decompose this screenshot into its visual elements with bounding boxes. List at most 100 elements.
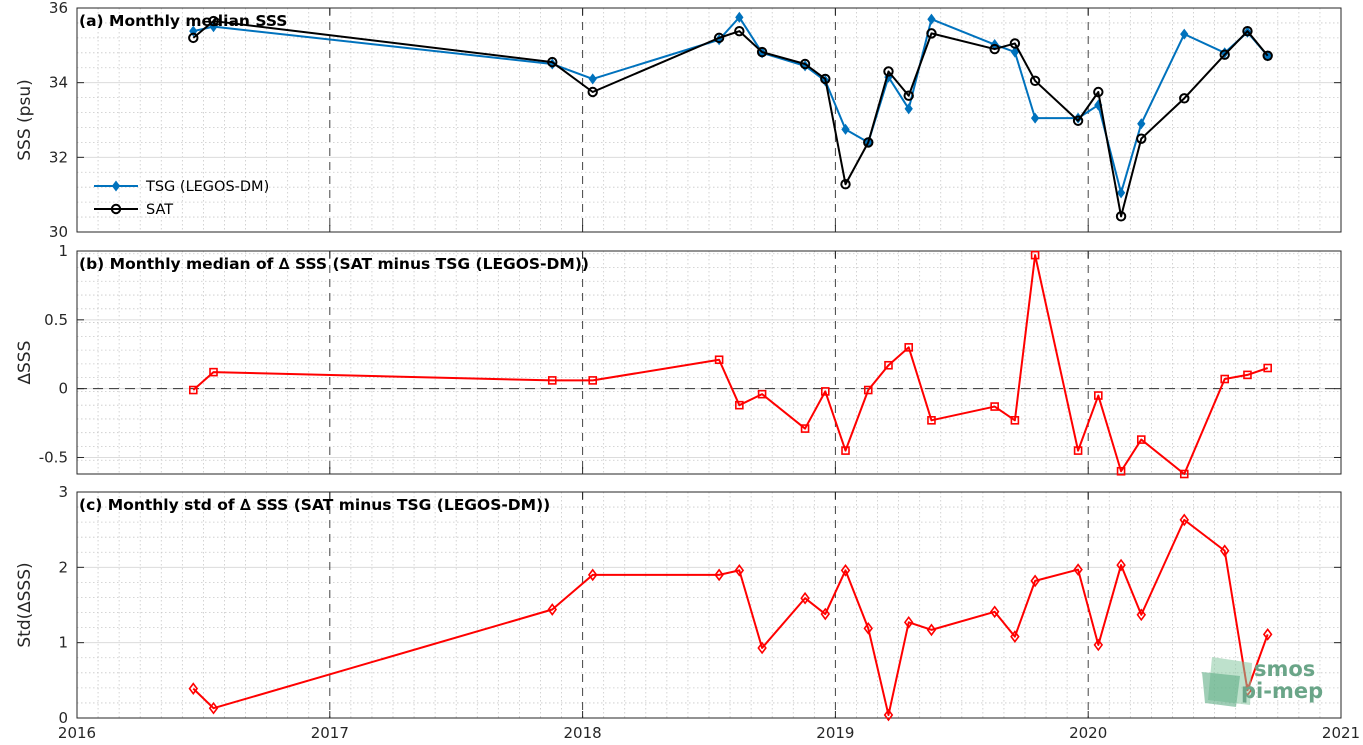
data-point	[926, 28, 937, 39]
x-tick-marks	[76, 251, 1342, 474]
data-point	[1242, 25, 1253, 37]
series-line	[192, 20, 1269, 218]
series-sat	[188, 15, 1273, 222]
legend-label: TSG (LEGOS-DM)	[145, 179, 269, 195]
data-point	[1180, 28, 1189, 40]
data-point	[1073, 563, 1083, 576]
data-point	[1179, 469, 1189, 479]
data-point	[1094, 391, 1103, 400]
y-tick-label: 2	[58, 558, 68, 576]
data-point	[1115, 211, 1127, 222]
data-point	[209, 367, 218, 377]
y-axis-label: ∆SSS	[15, 341, 35, 386]
x-tick-label: 2021	[1322, 724, 1360, 742]
data-point	[883, 66, 894, 77]
data-point	[1010, 630, 1020, 643]
data-point	[800, 424, 810, 433]
data-point	[927, 13, 936, 25]
data-point	[588, 376, 598, 385]
x-tick-label: 2017	[311, 724, 349, 742]
data-point	[863, 622, 874, 635]
series-line	[192, 254, 1269, 475]
data-point	[714, 355, 724, 365]
data-point	[1116, 466, 1126, 476]
y-tick-label: 1	[58, 242, 68, 260]
data-point	[1073, 446, 1083, 455]
data-point	[863, 137, 874, 148]
y-tick-label: 34	[49, 74, 68, 92]
data-point	[547, 603, 558, 616]
x-tick-label: 2018	[564, 724, 602, 742]
data-point	[841, 123, 850, 135]
data-point	[1136, 608, 1147, 622]
data-point	[1220, 374, 1230, 384]
y-tick-label: 0	[58, 709, 68, 727]
x-tick-label: 2020	[1069, 724, 1107, 742]
data-point	[547, 376, 557, 385]
x-tick-marks	[76, 492, 1342, 718]
data-point	[714, 568, 724, 582]
data-point	[735, 11, 744, 23]
panel-2: -0.5 0 0.5 1 ∆SSS (b) Monthly median of ∆ SSS…	[15, 242, 1342, 479]
data-point	[1262, 50, 1273, 61]
data-point	[863, 385, 873, 395]
data-point	[1072, 115, 1084, 126]
data-point	[1136, 435, 1146, 444]
legend-marker	[111, 180, 121, 192]
data-point	[587, 86, 598, 98]
data-point	[587, 568, 598, 582]
legend-marker	[110, 203, 122, 215]
data-point	[1219, 49, 1230, 60]
y-tick-label: 32	[49, 148, 68, 166]
smos-pi-mep-logo: smos pi-mep	[1202, 657, 1323, 707]
axes-box	[76, 7, 1342, 233]
panel-title: (b) Monthly median of ∆ SSS (SAT minus T…	[79, 255, 589, 273]
panel-1: 30 32 34 36 SSS (psu) (a) Monthly median SSS T…	[15, 0, 1342, 241]
data-point	[903, 90, 914, 101]
minor-grid	[77, 250, 1341, 475]
data-point	[800, 591, 810, 605]
data-point	[734, 564, 745, 577]
data-point	[1029, 75, 1041, 87]
data-point	[757, 389, 767, 399]
data-point	[713, 32, 725, 44]
data-point	[1219, 544, 1230, 558]
data-point	[1030, 574, 1040, 588]
data-point	[989, 43, 1000, 55]
data-point	[820, 73, 831, 85]
data-point	[841, 446, 850, 455]
legend: TSG (LEGOS-DM) SAT	[94, 179, 269, 218]
y-axis-label: SSS (psu)	[15, 79, 35, 160]
y-tick-label: 0.5	[44, 311, 68, 329]
data-point	[1262, 628, 1273, 641]
x-tick-marks	[76, 8, 1342, 232]
series-delta-sss	[188, 250, 1272, 479]
data-point	[1263, 363, 1272, 373]
panel-title: (c) Monthly std of ∆ SSS (SAT minus TSG …	[79, 496, 550, 514]
data-point	[547, 56, 558, 68]
data-point	[884, 360, 893, 370]
logo-text-smos: smos	[1254, 657, 1315, 681]
data-point	[1009, 38, 1021, 49]
panel-3: 0 1 2 3 2016 2017 2018 2019 2020 2021 Std(∆SSS) (c)…	[15, 483, 1360, 742]
data-point	[927, 416, 936, 425]
data-point	[208, 15, 219, 27]
x-tick-label: 2016	[58, 724, 96, 742]
y-tick-label: 0	[58, 380, 68, 398]
data-point	[188, 32, 199, 44]
data-point	[1030, 112, 1040, 124]
data-point	[989, 605, 1000, 619]
data-point	[904, 343, 914, 352]
y-tick-label: 30	[49, 223, 68, 241]
logo-text-pimep: pi-mep	[1241, 679, 1323, 703]
legend-label: SAT	[146, 202, 173, 218]
data-point	[883, 708, 894, 722]
data-point	[990, 402, 999, 411]
axes-box	[76, 491, 1342, 719]
y-tick-label: 3	[58, 483, 68, 501]
data-point	[926, 623, 937, 637]
data-point	[1010, 46, 1020, 58]
series-line	[192, 518, 1269, 716]
data-point	[1179, 93, 1190, 104]
